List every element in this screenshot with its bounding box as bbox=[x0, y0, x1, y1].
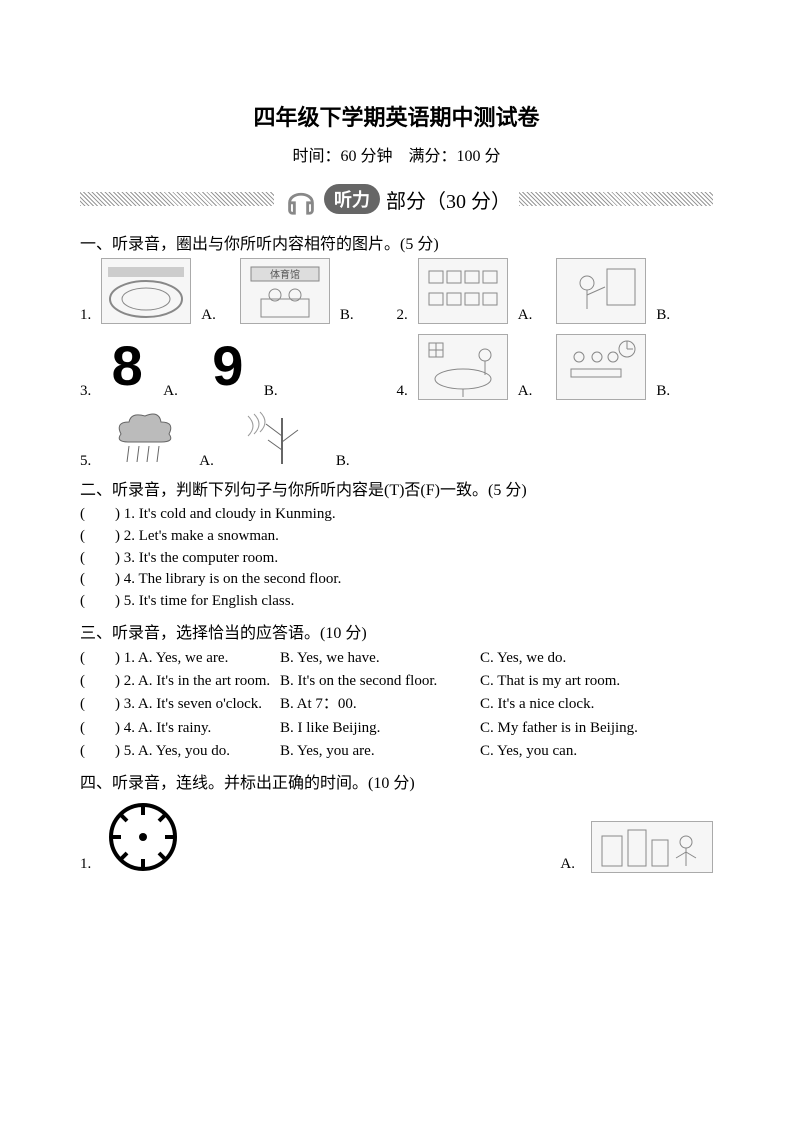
headphone-icon bbox=[282, 180, 320, 218]
s3-r3-a: ( ) 3. A. It's seven o'clock. bbox=[80, 693, 280, 716]
s2-line2: ( ) 2. Let's make a snowman. bbox=[80, 526, 713, 548]
q4-opt-a: A. bbox=[518, 383, 533, 400]
q4: 4. A. B. bbox=[397, 334, 714, 400]
q3-digit-a: 8 bbox=[97, 330, 157, 400]
q5: 5. A. B. bbox=[80, 406, 397, 470]
q2: 2. A. B. bbox=[397, 258, 714, 324]
q4-opt-b: B. bbox=[656, 383, 670, 400]
s3-row4: ( ) 4. A. It's rainy. B. I like Beijing.… bbox=[80, 717, 713, 740]
q1-image-b: 体育馆 bbox=[240, 258, 330, 324]
s3-r5-c: C. Yes, you can. bbox=[480, 740, 713, 763]
s4-right-label: A. bbox=[560, 856, 575, 873]
s2-line1: ( ) 1. It's cold and cloudy in Kunming. bbox=[80, 504, 713, 526]
banner-center: 听 力 部分（30 分） bbox=[274, 180, 519, 218]
s2-line3: ( ) 3. It's the computer room. bbox=[80, 548, 713, 570]
q5-opt-a: A. bbox=[199, 453, 214, 470]
section2-heading: 二、听录音，判断下列句子与你所听内容是(T)否(F)一致。(5 分) bbox=[80, 476, 713, 500]
s3-r1-c: C. Yes, we do. bbox=[480, 647, 713, 670]
section1-heading: 一、听录音，圈出与你所听内容相符的图片。(5 分) bbox=[80, 230, 713, 254]
clock-icon bbox=[107, 801, 179, 873]
section3-heading: 三、听录音，选择恰当的应答语。(10 分) bbox=[80, 619, 713, 643]
q2-image-a bbox=[418, 258, 508, 324]
s3-r1-a: ( ) 1. A. Yes, we are. bbox=[80, 647, 280, 670]
q5-opt-b: B. bbox=[336, 453, 350, 470]
section-banner: 听 力 部分（30 分） bbox=[80, 180, 713, 218]
section4-heading: 四、听录音，连线。并标出正确的时间。(10 分) bbox=[80, 769, 713, 793]
s3-row3: ( ) 3. A. It's seven o'clock. B. At 7：00… bbox=[80, 693, 713, 716]
hatch-left bbox=[80, 192, 274, 206]
q2-image-b bbox=[556, 258, 646, 324]
q4-num: 4. bbox=[397, 383, 408, 400]
q-row-1-2: 1. A. 体育馆 B. 2. A. B. bbox=[80, 258, 713, 324]
q1-image-a bbox=[101, 258, 191, 324]
s2-line5: ( ) 5. It's time for English class. bbox=[80, 591, 713, 613]
s3-r4-b: B. I like Beijing. bbox=[280, 717, 480, 740]
q3-num: 3. bbox=[80, 383, 91, 400]
s2-line4: ( ) 4. The library is on the second floo… bbox=[80, 569, 713, 591]
s4-left-num: 1. bbox=[80, 856, 91, 873]
q1-opt-a: A. bbox=[201, 307, 216, 324]
q5-image-b bbox=[238, 406, 326, 470]
pill-left: 听 bbox=[334, 186, 352, 212]
s3-r3-b: B. At 7：00. bbox=[280, 693, 480, 716]
s3-r5-a: ( ) 5. A. Yes, you do. bbox=[80, 740, 280, 763]
banner-suffix: 部分（30 分） bbox=[386, 185, 511, 214]
page-subtitle: 时间：60 分钟 满分：100 分 bbox=[80, 142, 713, 166]
s3-r2-b: B. It's on the second floor. bbox=[280, 670, 480, 693]
s3-r2-c: C. That is my art room. bbox=[480, 670, 713, 693]
q2-num: 2. bbox=[397, 307, 408, 324]
s3-r1-b: B. Yes, we have. bbox=[280, 647, 480, 670]
q5-num: 5. bbox=[80, 453, 91, 470]
banner-pill: 听 力 bbox=[324, 184, 380, 214]
q3-opt-b: B. bbox=[264, 383, 278, 400]
hatch-right bbox=[519, 192, 713, 206]
q3: 3. 8 A. 9 B. bbox=[80, 330, 397, 400]
q-row-5: 5. A. B. bbox=[80, 406, 713, 470]
q-row-3-4: 3. 8 A. 9 B. 4. A. B. bbox=[80, 330, 713, 400]
s3-r4-a: ( ) 4. A. It's rainy. bbox=[80, 717, 280, 740]
s4-image-a bbox=[591, 821, 713, 873]
q1-opt-b: B. bbox=[340, 307, 354, 324]
s4-row: 1. A. bbox=[80, 801, 713, 873]
page-title: 四年级下学期英语期中测试卷 bbox=[80, 100, 713, 132]
q1-num: 1. bbox=[80, 307, 91, 324]
q2-opt-a: A. bbox=[518, 307, 533, 324]
s3-r3-c: C. It's a nice clock. bbox=[480, 693, 713, 716]
q5-image-a bbox=[101, 406, 189, 470]
q4-image-b bbox=[556, 334, 646, 400]
s3-row1: ( ) 1. A. Yes, we are. B. Yes, we have. … bbox=[80, 647, 713, 670]
s3-row2: ( ) 2. A. It's in the art room. B. It's … bbox=[80, 670, 713, 693]
q1: 1. A. 体育馆 B. bbox=[80, 258, 397, 324]
s3-r2-a: ( ) 2. A. It's in the art room. bbox=[80, 670, 280, 693]
svg-text:体育馆: 体育馆 bbox=[270, 268, 300, 281]
q3-opt-a: A. bbox=[163, 383, 178, 400]
s3-r5-b: B. Yes, you are. bbox=[280, 740, 480, 763]
q4-image-a bbox=[418, 334, 508, 400]
pill-right: 力 bbox=[352, 186, 370, 212]
page: 四年级下学期英语期中测试卷 时间：60 分钟 满分：100 分 听 力 部分（3… bbox=[0, 0, 793, 1122]
q3-digit-b: 9 bbox=[198, 330, 258, 400]
s3-r4-c: C. My father is in Beijing. bbox=[480, 717, 713, 740]
s3-row5: ( ) 5. A. Yes, you do. B. Yes, you are. … bbox=[80, 740, 713, 763]
q2-opt-b: B. bbox=[656, 307, 670, 324]
